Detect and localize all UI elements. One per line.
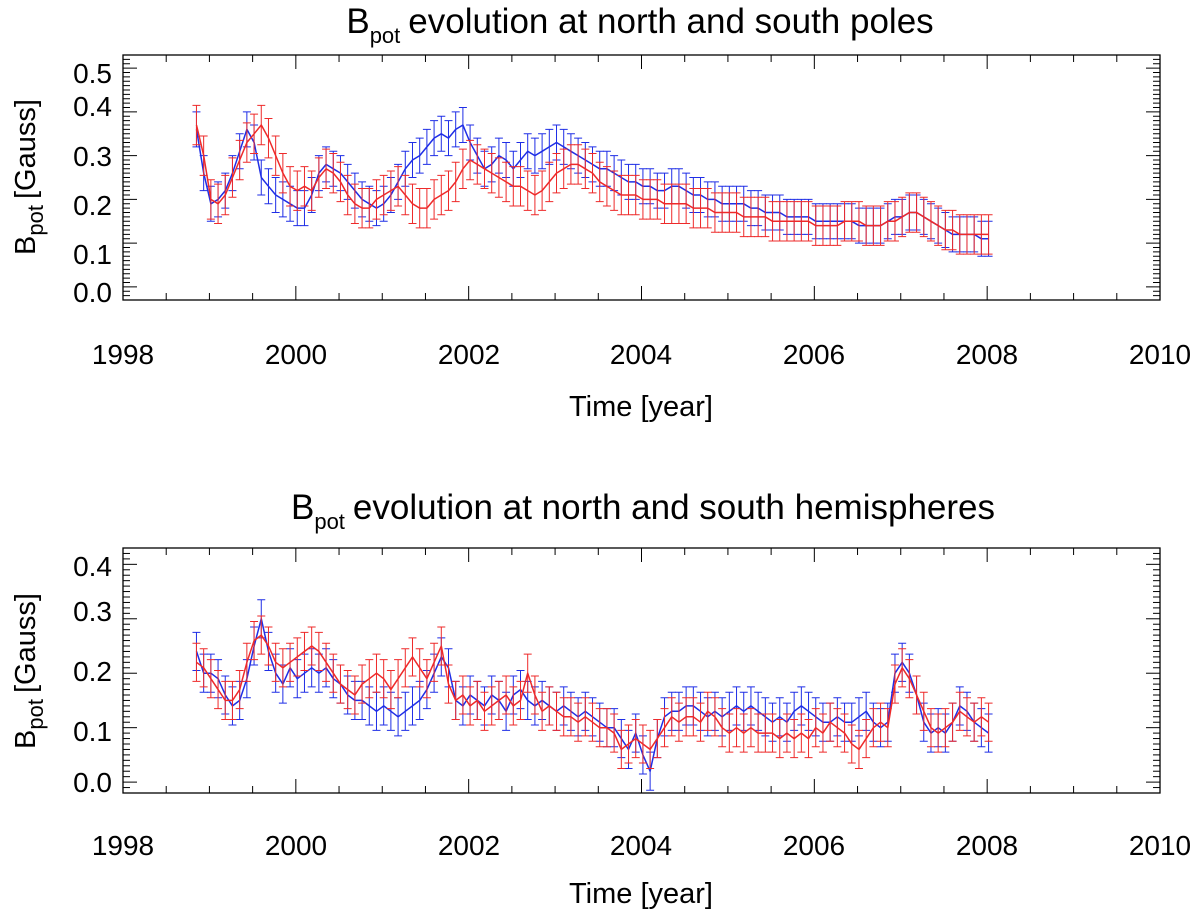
panel-1-x-tick-2006: 2006: [783, 339, 845, 370]
panel-2-frame: [122, 547, 1161, 794]
panel-2-series: [192, 599, 993, 791]
panel-2-y-tick-0.0: 0.0: [73, 767, 112, 798]
panel-1-y-tick-0.5: 0.5: [73, 58, 112, 89]
panel-2-x-tick-2004: 2004: [610, 830, 672, 861]
panel-1-x-tick-2004: 2004: [610, 339, 672, 370]
panel-poles: Bpot evolution at north and south poles 1…: [10, 2, 1191, 423]
panel-1-y-tick-0.0: 0.0: [73, 277, 112, 308]
panel-1-y-tick-0.2: 0.2: [73, 190, 112, 221]
panel-1-y-label: Bpot[Gauss]: [10, 99, 48, 255]
panel-1-y-ticks: [123, 54, 1160, 301]
error-bar-red: [192, 104, 201, 146]
series-blue: [192, 599, 993, 791]
panel-2-x-tick-2008: 2008: [956, 830, 1018, 861]
panel-2-title: Bpot evolution at north and south hemisph…: [291, 488, 995, 534]
panel-1-y-tick-0.3: 0.3: [73, 141, 112, 172]
panel-1-title: Bpot evolution at north and south poles: [346, 2, 933, 48]
panel-2-x-tick-2006: 2006: [783, 830, 845, 861]
panel-1-y-tick-0.4: 0.4: [73, 91, 112, 122]
panel-hemispheres: Bpot evolution at north and south hemisph…: [10, 488, 1191, 910]
panel-2-y-label: Bpot[Gauss]: [10, 593, 48, 749]
series-line-red: [195, 124, 989, 236]
panel-2-y-tick-0.3: 0.3: [73, 596, 112, 627]
panel-2-x-tick-2000: 2000: [265, 830, 327, 861]
series-line-red: [196, 634, 990, 751]
panel-1-x-tick-2008: 2008: [956, 339, 1018, 370]
panel-1-x-tick-2010: 2010: [1129, 339, 1191, 370]
panel-2-x-tick-1998: 1998: [92, 830, 154, 861]
panel-2-y-ticks: [123, 547, 1160, 794]
panel-1-x-tick-1998: 1998: [92, 339, 154, 370]
panel-2-x-label: Time [year]: [569, 878, 713, 910]
series-red: [192, 104, 993, 255]
series-red: [192, 615, 993, 769]
panel-1-x-tick-2002: 2002: [438, 339, 500, 370]
panel-1-x-label: Time [year]: [569, 391, 713, 423]
panel-2-x-ticks: [122, 548, 1161, 793]
panel-1-x-tick-2000: 2000: [265, 339, 327, 370]
panel-2-y-tick-0.4: 0.4: [73, 551, 112, 582]
panel-1-x-ticks: [122, 55, 1161, 300]
panel-1-y-tick-0.1: 0.1: [73, 239, 112, 270]
error-bar-red: [192, 642, 201, 682]
panel-2-y-tick-0.2: 0.2: [73, 656, 112, 687]
panel-1-series: [192, 104, 993, 257]
panel-2-x-tick-2010: 2010: [1129, 830, 1191, 861]
series-line-blue: [195, 618, 990, 772]
panel-2-x-tick-2002: 2002: [438, 830, 500, 861]
panel-2-y-tick-0.1: 0.1: [73, 716, 112, 747]
